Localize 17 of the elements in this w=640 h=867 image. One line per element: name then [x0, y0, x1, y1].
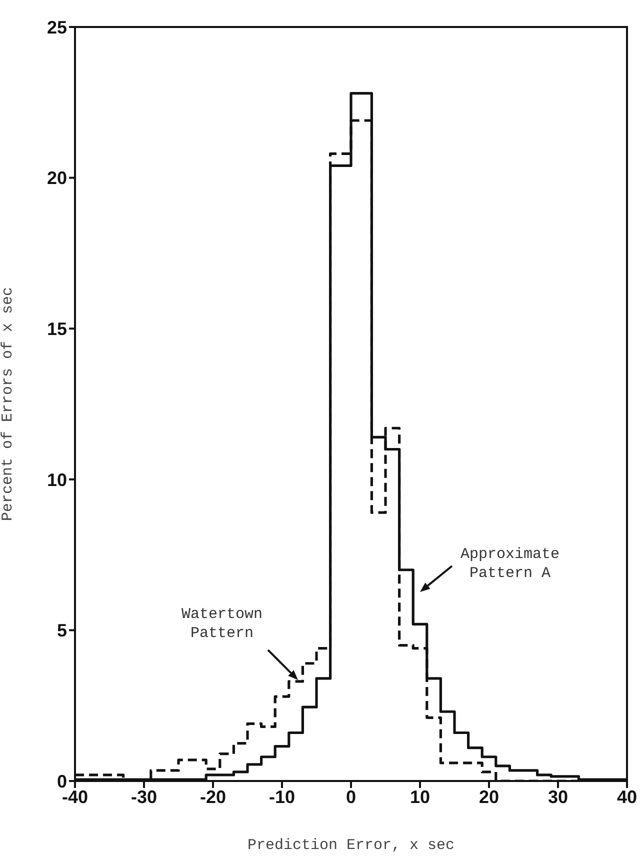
x-tick-label: 0: [346, 786, 356, 807]
x-tick-label: -30: [130, 786, 158, 807]
y-tick-label: 5: [56, 620, 67, 641]
annotation: Watertown Pattern: [181, 606, 263, 642]
annotation: Approximate Pattern A: [460, 546, 560, 582]
x-tick-label: 30: [548, 786, 568, 807]
y-tick-label: 20: [46, 168, 67, 188]
y-tick-label: 15: [46, 318, 67, 339]
x-tick-label: 20: [478, 786, 500, 807]
x-tick-label: -10: [268, 786, 296, 807]
x-tick-label: 10: [410, 786, 430, 807]
y-tick-label: 10: [46, 470, 67, 490]
x-axis-title: Prediction Error, x sec: [247, 837, 455, 854]
y-axis-title: Percent of Errors of x sec: [0, 286, 16, 522]
x-tick-label: -20: [200, 786, 226, 807]
x-tick-label: 40: [616, 786, 638, 807]
y-tick-label: 25: [46, 17, 67, 38]
